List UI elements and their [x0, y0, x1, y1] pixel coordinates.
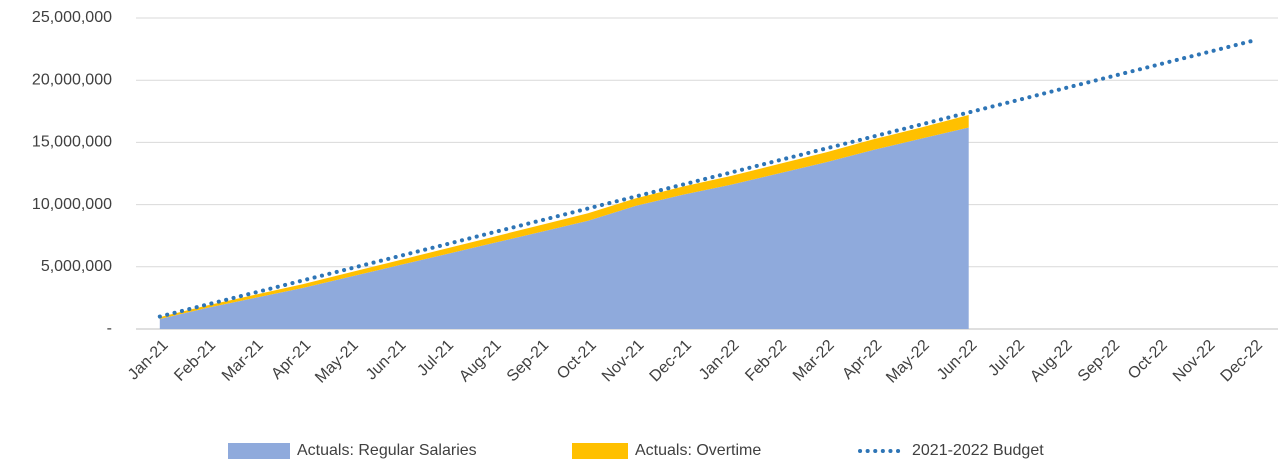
x-tick-label: Mar-21 — [219, 337, 267, 385]
budget-line — [157, 38, 1257, 319]
x-tick-label: Sep-21 — [504, 337, 553, 386]
x-tick-label: Jun-21 — [363, 337, 410, 384]
legend-label: Actuals: Overtime — [635, 442, 761, 459]
legend-label: 2021-2022 Budget — [912, 442, 1044, 459]
legend-label: Actuals: Regular Salaries — [297, 442, 477, 459]
y-tick-label: 5,000,000 — [41, 258, 112, 275]
x-tick-label: Aug-21 — [456, 337, 505, 386]
y-tick-label: - — [107, 320, 112, 337]
x-tick-label: Nov-22 — [1170, 337, 1219, 386]
x-tick-label: Feb-22 — [742, 337, 790, 385]
x-tick-label: Dec-22 — [1218, 337, 1267, 386]
legend-swatch — [228, 443, 290, 459]
x-tick-label: May-22 — [883, 337, 933, 387]
x-tick-label: Aug-22 — [1027, 337, 1076, 386]
y-tick-label: 25,000,000 — [32, 9, 112, 26]
area — [159, 115, 969, 320]
x-tick-label: Mar-22 — [790, 337, 838, 385]
x-tick-label: Apr-22 — [839, 337, 885, 383]
x-tick-label: Dec-21 — [647, 337, 696, 386]
x-tick-label: May-21 — [312, 337, 362, 387]
x-tick-label: Jun-22 — [934, 337, 981, 384]
y-tick-label: 20,000,000 — [32, 71, 112, 88]
x-tick-label: Feb-21 — [171, 337, 219, 385]
x-tick-label: Oct-22 — [1125, 337, 1171, 383]
x-tick-label: Nov-21 — [599, 337, 648, 386]
y-tick-label: 10,000,000 — [32, 196, 112, 213]
x-tick-label: Jan-22 — [696, 337, 743, 384]
y-tick-label: 15,000,000 — [32, 134, 112, 151]
x-tick-label: Apr-21 — [268, 337, 314, 383]
x-tick-label: Sep-22 — [1075, 337, 1124, 386]
area — [159, 127, 969, 329]
x-tick-label: Jul-22 — [985, 337, 1028, 380]
x-tick-label: Jan-21 — [125, 337, 172, 384]
x-tick-label: Jul-21 — [414, 337, 457, 380]
x-tick-label: Oct-21 — [554, 337, 600, 383]
legend-swatch — [572, 443, 628, 459]
